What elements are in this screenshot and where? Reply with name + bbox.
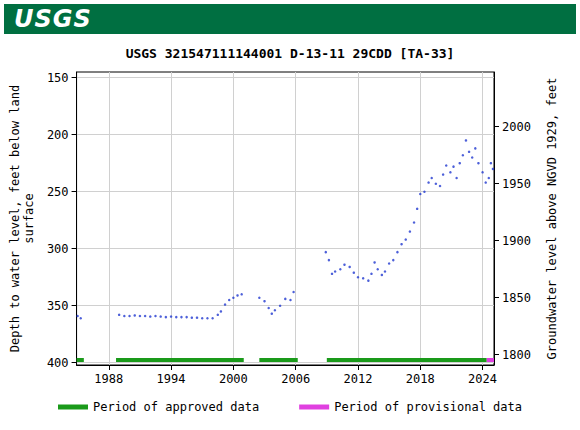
- svg-text:Period of approved data: Period of approved data: [93, 400, 259, 414]
- svg-text:150: 150: [47, 71, 69, 85]
- svg-text:Groundwater level above NGVD 1: Groundwater level above NGVD 1929, feet: [545, 78, 559, 360]
- svg-text:350: 350: [47, 299, 69, 313]
- svg-text:400: 400: [47, 356, 69, 370]
- svg-text:1988: 1988: [94, 372, 123, 386]
- svg-text:300: 300: [47, 242, 69, 256]
- svg-text:2000: 2000: [219, 372, 248, 386]
- svg-text:2006: 2006: [281, 372, 310, 386]
- svg-text:1800: 1800: [502, 348, 531, 362]
- svg-text:2012: 2012: [344, 372, 373, 386]
- svg-text:Depth to water level, feet bel: Depth to water level, feet below land: [8, 85, 22, 352]
- svg-text:Period of provisional data: Period of provisional data: [334, 400, 522, 414]
- svg-text:200: 200: [47, 128, 69, 142]
- svg-text:1994: 1994: [157, 372, 186, 386]
- svg-text:USGS 321547111144001 D-13-11 2: USGS 321547111144001 D-13-11 29CDD [TA-3…: [126, 46, 455, 61]
- svg-text:1850: 1850: [502, 291, 531, 305]
- svg-text:surface: surface: [22, 193, 36, 244]
- svg-text:2024: 2024: [468, 372, 497, 386]
- svg-text:1900: 1900: [502, 234, 531, 248]
- svg-text:2018: 2018: [406, 372, 435, 386]
- svg-text:2000: 2000: [502, 120, 531, 134]
- html-text:USGS: USGS: [14, 5, 92, 33]
- svg-text:1950: 1950: [502, 177, 531, 191]
- svg-text:250: 250: [47, 185, 69, 199]
